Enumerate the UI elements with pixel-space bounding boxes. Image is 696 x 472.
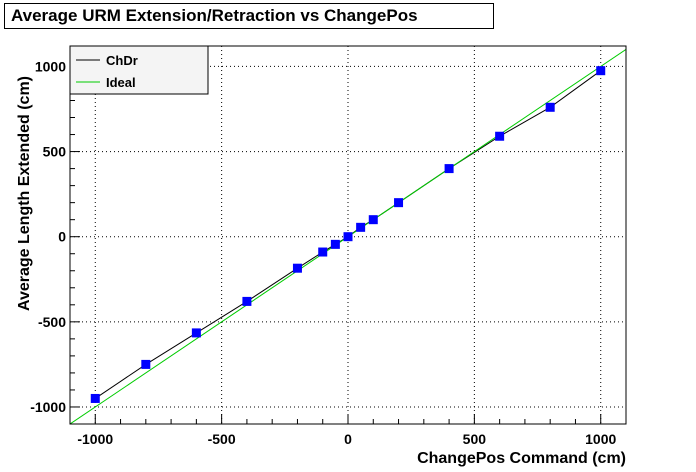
data-point xyxy=(444,164,454,174)
x-tick-label: -1000 xyxy=(77,431,113,447)
y-tick-label: 0 xyxy=(58,229,66,245)
data-point xyxy=(292,263,302,273)
data-point xyxy=(343,232,353,242)
y-tick-label: -1000 xyxy=(30,399,66,415)
legend-label-chdr: ChDr xyxy=(106,53,138,68)
x-tick-label: 0 xyxy=(344,431,352,447)
data-point xyxy=(242,296,252,306)
data-point xyxy=(545,102,555,112)
x-tick-label: -500 xyxy=(208,431,236,447)
data-point xyxy=(191,328,201,338)
chart-title: Average URM Extension/Retraction vs Chan… xyxy=(4,3,494,29)
data-point xyxy=(318,247,328,257)
data-point xyxy=(368,215,378,225)
axes: -1000 -500 0 500 1000 -1000 -500 0 500 1000 xyxy=(30,45,627,447)
y-axis-title: Average Length Extended (cm) xyxy=(16,76,33,311)
data-point xyxy=(90,393,100,403)
data-point xyxy=(356,222,366,232)
data-point xyxy=(495,131,505,141)
legend: ChDr Ideal xyxy=(69,45,209,95)
data-point xyxy=(330,239,340,249)
data-point xyxy=(394,198,404,208)
data-point xyxy=(596,66,606,76)
x-tick-label: 1000 xyxy=(585,431,616,447)
x-tick-label: 500 xyxy=(463,431,487,447)
x-axis-title: ChangePos Command (cm) xyxy=(417,450,626,467)
plot-border xyxy=(69,45,627,425)
y-tick-label: 1000 xyxy=(35,58,66,74)
legend-label-ideal: Ideal xyxy=(106,75,136,90)
legend-box xyxy=(69,45,209,95)
data-point xyxy=(141,359,151,369)
series-layer xyxy=(70,48,626,424)
y-tick-label: 500 xyxy=(43,144,67,160)
y-tick-label: -500 xyxy=(38,314,66,330)
